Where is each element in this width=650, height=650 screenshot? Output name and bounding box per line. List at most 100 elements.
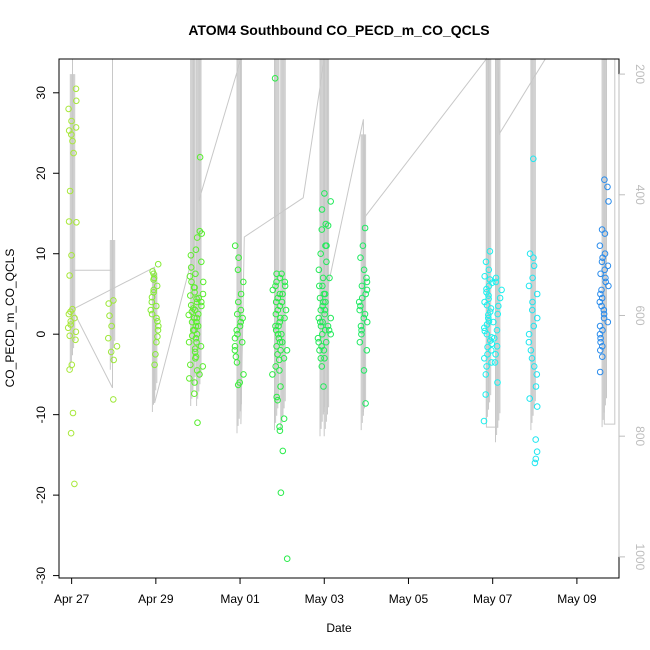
data-point — [490, 318, 497, 326]
data-point — [187, 252, 195, 259]
data-point — [272, 310, 280, 318]
data-point — [488, 359, 495, 366]
x-tick-label: May 05 — [389, 592, 429, 606]
data-point — [231, 347, 239, 354]
data-point — [482, 371, 490, 378]
data-point — [529, 298, 536, 306]
data-point — [235, 298, 242, 306]
data-point — [234, 310, 241, 318]
data-point — [533, 290, 541, 298]
data-point — [188, 278, 195, 286]
data-point — [197, 343, 205, 350]
data-point — [108, 322, 115, 330]
data-point — [481, 355, 488, 362]
data-point — [321, 355, 328, 362]
data-point — [488, 340, 496, 348]
data-point — [357, 302, 364, 310]
data-point — [530, 363, 538, 370]
data-point — [602, 274, 609, 282]
data-point — [65, 218, 73, 225]
data-point — [525, 330, 533, 338]
data-point — [483, 363, 490, 370]
data-point — [233, 359, 241, 366]
data-point — [485, 292, 492, 299]
data-point — [191, 390, 198, 398]
data-point — [320, 298, 327, 306]
data-point — [533, 314, 541, 322]
data-point — [276, 367, 283, 374]
data-point — [240, 278, 247, 286]
data-point — [278, 330, 285, 338]
data-point — [363, 347, 371, 354]
x-tick-label: May 03 — [305, 592, 345, 606]
data-point — [317, 306, 325, 314]
data-point — [318, 226, 326, 233]
data-point — [599, 254, 606, 262]
data-point — [68, 117, 75, 125]
data-point — [150, 276, 157, 283]
data-point — [356, 306, 364, 314]
data-point — [318, 363, 326, 370]
data-point — [596, 368, 604, 376]
data-point — [234, 381, 242, 389]
data-point — [233, 326, 240, 334]
data-point — [273, 270, 280, 278]
x-tick-label: May 09 — [557, 592, 597, 606]
data-point — [600, 306, 608, 314]
data-point — [597, 347, 604, 354]
data-point — [599, 353, 606, 361]
data-point — [105, 300, 112, 307]
data-point — [319, 330, 326, 338]
data-point — [493, 326, 501, 334]
data-point — [66, 187, 74, 195]
data-point — [321, 310, 329, 318]
data-point — [278, 270, 285, 278]
data-point — [186, 375, 193, 382]
data-point — [277, 489, 285, 497]
data-point — [71, 314, 78, 322]
data-point — [531, 459, 539, 467]
data-point — [527, 347, 535, 354]
data-point — [193, 338, 200, 346]
pressure-trace-layer — [59, 57, 616, 443]
data-point — [153, 282, 161, 290]
data-point — [237, 306, 245, 314]
data-point — [485, 311, 492, 319]
data-point — [148, 298, 156, 306]
data-point — [496, 294, 504, 302]
data-point — [358, 326, 365, 334]
data-point — [362, 290, 370, 298]
data-point — [317, 318, 324, 326]
data-point — [185, 311, 192, 319]
data-point — [528, 355, 536, 362]
data-point — [73, 97, 80, 105]
data-point — [596, 298, 604, 306]
data-point — [482, 391, 490, 398]
data-point — [283, 347, 291, 354]
data-point — [600, 314, 608, 322]
data-point — [358, 282, 366, 290]
data-point — [317, 250, 325, 257]
data-point — [498, 286, 505, 294]
data-point — [360, 314, 368, 322]
data-point — [196, 153, 204, 161]
data-point — [185, 338, 193, 346]
data-point — [65, 310, 73, 318]
data-point — [199, 278, 207, 286]
data-point — [154, 260, 162, 268]
data-point — [355, 298, 363, 306]
data-point — [533, 371, 541, 378]
data-point — [530, 322, 538, 330]
data-point — [67, 429, 75, 437]
data-point — [601, 176, 608, 183]
data-point — [598, 286, 605, 294]
data-point — [274, 396, 281, 404]
data-point — [530, 254, 537, 262]
data-point — [153, 338, 160, 346]
data-point — [526, 395, 534, 402]
data-point — [321, 306, 329, 314]
data-point — [71, 480, 78, 488]
data-point — [153, 314, 160, 322]
data-point — [198, 258, 205, 266]
data-point — [322, 242, 329, 249]
